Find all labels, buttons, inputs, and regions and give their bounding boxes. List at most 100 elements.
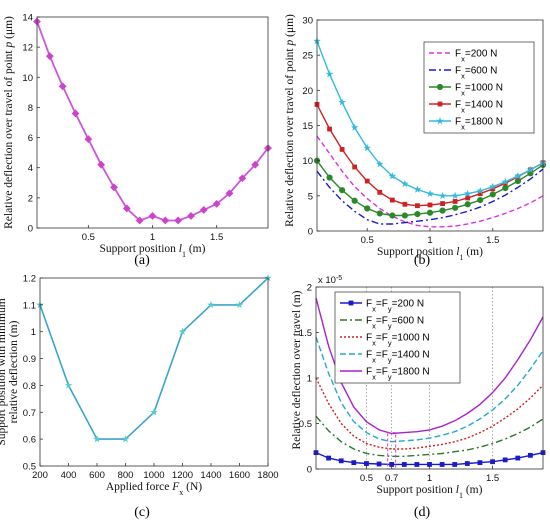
panel-b-chart: 0.5 1 1.5 0 5 10 15 20 25 30 Support position l1… — [284, 14, 547, 262]
data-point-a — [135, 216, 144, 225]
y-tick-label-c: 0.5 — [23, 462, 36, 473]
y-tick-label-c: 1 — [31, 327, 36, 338]
x-tick-label-c: 1200 — [172, 470, 193, 481]
y-tick-label-d: 0.5 — [299, 419, 312, 430]
data-point-b-3 — [452, 199, 458, 204]
y-tick-label-c: 0.6 — [23, 435, 36, 446]
legend-label-b: Fx=200 N — [455, 49, 497, 64]
data-point-b-2 — [502, 184, 509, 192]
data-point-b-4 — [463, 189, 472, 197]
legend-label-d: Fx=Fy=600 N — [366, 316, 424, 331]
y-tick-label-b: 5 — [308, 191, 313, 202]
data-point-b-4 — [325, 70, 334, 78]
legend-label-d: Fx=Fy=1000 N — [366, 333, 430, 348]
data-point-b-2 — [477, 196, 484, 204]
y-tick-label-a: 8 — [28, 103, 33, 114]
data-point-d-0 — [527, 452, 533, 458]
data-point-b-2 — [401, 212, 408, 219]
x-tick-label-c: 1600 — [229, 470, 250, 481]
data-point-a — [58, 82, 67, 91]
data-point-b-3 — [327, 126, 332, 132]
data-point-legend-b — [436, 83, 444, 91]
data-point-c — [121, 435, 130, 443]
plot-frame-c — [39, 277, 269, 467]
x-tick-label-d: 0.7 — [385, 473, 398, 484]
data-point-a — [84, 135, 93, 143]
data-point-b-4 — [376, 160, 384, 168]
data-point-b-2 — [439, 207, 446, 214]
data-point-a — [199, 206, 208, 214]
data-point-b-3 — [490, 186, 496, 192]
x-tick-label-c: 1800 — [257, 470, 278, 481]
x-tick-label-a: 0.5 — [82, 232, 95, 243]
y-tick-label-c: 0.9 — [23, 354, 36, 365]
y-tick-label-a: 2 — [28, 193, 33, 204]
y-tick-label-c: 0.7 — [23, 408, 36, 419]
data-point-c — [93, 435, 101, 443]
data-point-b-2 — [326, 174, 333, 181]
x-axis-label-d: Support position l1 (m) — [377, 484, 483, 500]
data-point-legend-b — [437, 101, 443, 107]
series-line-d-4 — [315, 297, 544, 435]
legend-label-d: Fx=Fy=200 N — [366, 299, 424, 314]
data-point-b-4 — [338, 98, 346, 106]
data-point-b-3 — [402, 201, 408, 207]
legend-label-b: Fx=1400 N — [455, 100, 503, 115]
data-point-b-3 — [465, 195, 471, 201]
x-tick-label-a: 1 — [150, 232, 155, 243]
data-point-b-2 — [426, 209, 434, 216]
x-tick-label-a: 1.5 — [210, 232, 223, 243]
data-point-a — [238, 174, 247, 183]
data-point-b-4 — [363, 144, 371, 152]
data-point-b-4 — [514, 172, 522, 180]
x-axis-label-c: Applied force Fx (N) — [106, 481, 202, 497]
data-point-legend-d — [348, 300, 354, 306]
data-point-c — [150, 408, 158, 416]
panel-d-chart: 0.5 0.7 1 1.5 0 0.5 1 1.5 2 Support position l1… — [291, 275, 546, 500]
data-point-b-2 — [489, 191, 496, 198]
data-point-d-0 — [490, 459, 495, 465]
data-point-b-3 — [440, 201, 445, 206]
data-point-d-0 — [401, 462, 407, 467]
data-point-d-0 — [351, 460, 357, 466]
panel-label-c: (c) — [134, 505, 150, 520]
x-axis-label-b: Support position l1 (m) — [377, 246, 483, 262]
data-point-c — [64, 381, 73, 389]
x-tick-label-c: 400 — [61, 470, 77, 481]
data-point-b-2 — [376, 210, 383, 217]
data-point-d-0 — [364, 461, 369, 466]
y-tick-label-b: 30 — [302, 16, 313, 27]
x-tick-label-d: 1.5 — [486, 473, 499, 484]
data-point-b-2 — [452, 204, 459, 211]
y-tick-label-a: 0 — [28, 224, 33, 235]
data-point-b-2 — [364, 205, 371, 212]
data-point-a — [122, 204, 131, 213]
panel-a-chart: 0.5 1 1.5 0 2 4 6 8 10 12 14 Support position l1 … — [3, 13, 272, 268]
data-point-d-0 — [376, 461, 382, 467]
data-point-d-0 — [427, 462, 432, 467]
plot-frame-a — [36, 16, 269, 229]
y-tick-label-a: 4 — [28, 163, 33, 174]
data-point-a — [212, 199, 221, 208]
series-line-b-1 — [316, 168, 544, 225]
data-point-b-4 — [438, 191, 447, 200]
y-exponent-d: x 10-5 — [318, 275, 342, 287]
x-tick-label-c: 800 — [118, 470, 134, 481]
data-point-c — [235, 300, 244, 309]
data-point-d-0 — [414, 462, 420, 467]
data-point-a — [45, 52, 54, 61]
data-point-d-0 — [338, 458, 344, 464]
y-axis-label-c: Support position with minimumrelative de… — [0, 298, 20, 445]
data-point-a — [110, 183, 118, 192]
y-tick-label-c: 1.2 — [23, 274, 36, 285]
data-point-d-0 — [502, 457, 508, 463]
data-point-b-4 — [401, 179, 409, 188]
data-point-c — [207, 300, 215, 309]
data-point-d-0 — [515, 455, 521, 461]
x-tick-label-b: 1.5 — [486, 235, 499, 246]
y-tick-label-a: 10 — [22, 73, 33, 84]
data-point-b-4 — [501, 177, 510, 185]
data-point-a — [161, 216, 170, 225]
x-tick-label-b: 0.5 — [361, 235, 374, 246]
x-tick-label-d: 0.5 — [360, 473, 373, 484]
